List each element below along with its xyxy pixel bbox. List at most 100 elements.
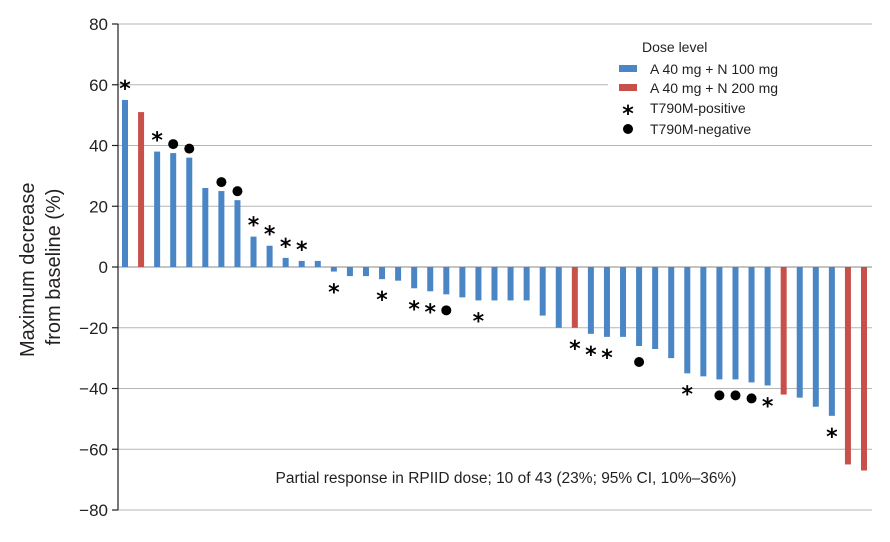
star-marker: * (826, 425, 838, 450)
y-tick-label: −40 (79, 380, 108, 399)
y-tick-label: −20 (79, 319, 108, 338)
bar (411, 267, 418, 289)
bar (475, 267, 482, 301)
y-axis-tick-labels: 80 60 40 20 0 −20 −40 −60 −80 (79, 15, 108, 520)
bar (266, 245, 273, 267)
bar (828, 267, 835, 416)
bar (652, 267, 659, 350)
bar (218, 191, 225, 267)
bar (138, 112, 145, 268)
bar (764, 267, 771, 386)
bar (282, 257, 289, 267)
dot-marker (714, 390, 725, 401)
dot-marker (232, 186, 243, 197)
dot-marker (184, 143, 195, 154)
bar-markers: *** * * ** * * * ** * ** ** (119, 77, 838, 450)
star-marker: * (328, 281, 340, 306)
star-marker: * (762, 394, 774, 419)
bar (636, 267, 643, 346)
bar (395, 267, 402, 281)
y-tick-label: 80 (89, 15, 108, 34)
bar (314, 260, 321, 267)
bar (443, 267, 450, 295)
bar (186, 157, 193, 267)
bar (491, 267, 498, 301)
bar (122, 99, 128, 267)
bar (716, 267, 723, 380)
legend-swatch-dose-100 (619, 65, 637, 72)
y-tick-label: 60 (89, 76, 108, 95)
dot-marker (730, 390, 741, 401)
star-marker: * (151, 129, 163, 154)
star-marker: * (296, 238, 308, 263)
star-marker: * (569, 337, 581, 362)
y-tick-label: 40 (89, 137, 108, 156)
dot-marker (216, 177, 227, 188)
bar (603, 267, 610, 337)
legend-label-dose-100: A 40 mg + N 100 mg (650, 61, 778, 77)
y-axis-title: Maximum decrease from baseline (%) (17, 177, 65, 357)
star-marker: * (601, 346, 613, 371)
legend-label-t790m-positive: T790M-positive (650, 100, 746, 116)
bar (379, 267, 386, 280)
dot-marker (168, 139, 179, 150)
bar (330, 267, 337, 272)
y-tick-label: 0 (99, 258, 108, 277)
bar (298, 260, 305, 267)
dot-marker (746, 393, 757, 404)
bar (523, 267, 530, 301)
star-marker: * (119, 77, 131, 102)
star-marker: * (585, 343, 597, 368)
star-marker: * (408, 297, 420, 322)
star-marker: * (473, 309, 485, 334)
legend-dot-icon (623, 124, 633, 134)
partial-response-annotation: Partial response in RPIID dose; 10 of 43… (276, 470, 737, 487)
bar (861, 267, 867, 471)
bars (122, 99, 867, 471)
bar (202, 188, 209, 267)
legend-title: Dose level (642, 39, 707, 55)
y-tick-label: 20 (89, 197, 108, 216)
bar (587, 267, 594, 334)
legend-background (608, 36, 878, 144)
star-marker: * (280, 235, 292, 260)
legend-star-icon: * (622, 102, 634, 127)
y-axis-title-line-2: from baseline (%) (43, 189, 65, 346)
star-marker: * (248, 214, 260, 239)
bar (234, 200, 241, 267)
star-marker: * (682, 382, 694, 407)
bar (170, 153, 177, 267)
bar (571, 267, 578, 328)
bar (539, 267, 546, 316)
bar (812, 267, 819, 407)
y-tick-label: −60 (79, 440, 108, 459)
bar (844, 267, 851, 465)
bar (700, 267, 707, 377)
legend: Dose level A 40 mg + N 100 mg A 40 mg + … (619, 39, 778, 137)
y-axis-title-line-1: Maximum decrease (17, 183, 39, 358)
legend-label-t790m-negative: T790M-negative (650, 121, 751, 137)
bar (427, 267, 434, 292)
dot-marker (441, 305, 452, 316)
bar (507, 267, 514, 301)
star-marker: * (424, 300, 436, 325)
bar (668, 267, 675, 359)
dot-marker (634, 356, 645, 367)
y-axis-ticks (112, 23, 118, 511)
bar (780, 267, 787, 395)
star-marker: * (376, 288, 388, 313)
bar (796, 267, 803, 398)
y-tick-label: −80 (79, 501, 108, 520)
bar (250, 236, 257, 267)
bar (555, 267, 562, 328)
bar (346, 267, 353, 277)
bar (684, 267, 691, 374)
bar (362, 267, 369, 277)
legend-label-dose-200: A 40 mg + N 200 mg (650, 80, 778, 96)
bar (732, 267, 739, 380)
legend-swatch-dose-200 (619, 84, 637, 91)
bar (459, 267, 466, 298)
bar (748, 267, 755, 383)
star-marker: * (264, 223, 276, 248)
